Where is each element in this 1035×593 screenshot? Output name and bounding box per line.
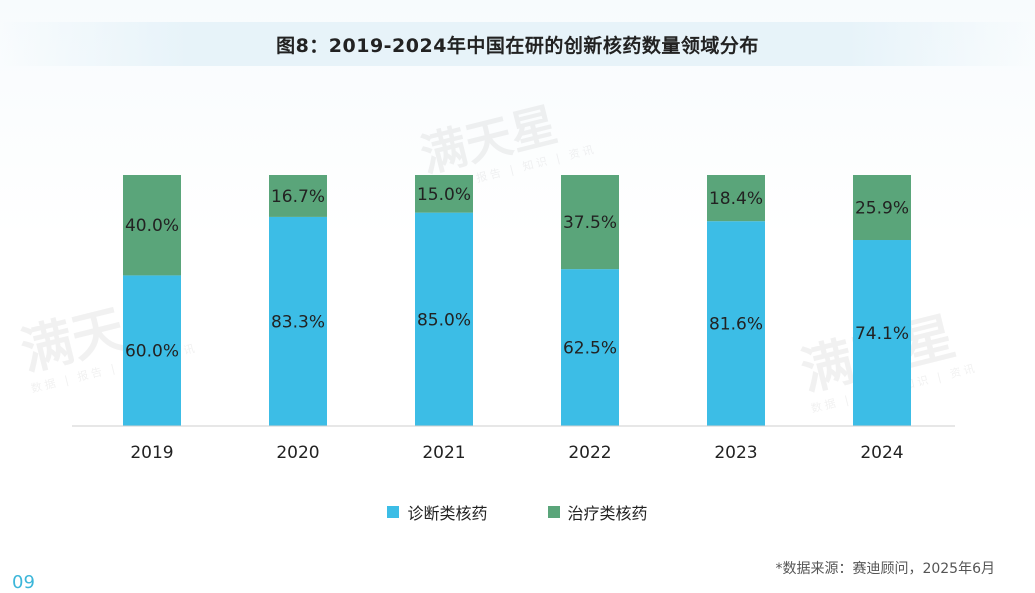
data-source-note: *数据来源：赛迪顾问，2025年6月 — [775, 561, 995, 577]
data-label-therapeutic-2024: 25.9% — [855, 199, 909, 219]
bar-segment-therapeutic-2019 — [123, 175, 181, 276]
data-label-diagnostic-2023: 81.6% — [709, 315, 763, 335]
x-tick-label-2023: 2023 — [714, 443, 757, 463]
x-tick-label-2022: 2022 — [568, 443, 611, 463]
legend-item-therapeutic: 治疗类核药 — [547, 500, 648, 524]
bar-segment-diagnostic-2021 — [415, 212, 473, 426]
data-label-therapeutic-2023: 18.4% — [709, 189, 763, 209]
data-label-diagnostic-2022: 62.5% — [563, 339, 617, 359]
bar-segment-diagnostic-2023 — [707, 221, 765, 426]
bar-segment-therapeutic-2020 — [269, 175, 327, 217]
legend-swatch-therapeutic — [547, 506, 560, 518]
bar-segment-therapeutic-2023 — [707, 175, 765, 222]
data-label-therapeutic-2021: 15.0% — [417, 185, 471, 205]
legend-item-diagnostic: 诊断类核药 — [387, 500, 488, 524]
bar-segment-diagnostic-2020 — [269, 216, 327, 426]
x-tick-label-2021: 2021 — [422, 443, 465, 463]
chart-legend: 诊断类核药 治疗类核药 — [0, 500, 1035, 524]
chart-title: 图8：2019-2024年中国在研的创新核药数量领域分布 — [276, 34, 759, 57]
legend-swatch-diagnostic — [387, 506, 400, 518]
bar-segment-therapeutic-2022 — [561, 175, 619, 270]
legend-label-therapeutic: 治疗类核药 — [567, 504, 648, 523]
data-label-therapeutic-2022: 37.5% — [563, 213, 617, 233]
data-label-diagnostic-2019: 60.0% — [125, 342, 179, 362]
bar-segment-diagnostic-2022 — [561, 269, 619, 426]
data-label-diagnostic-2024: 74.1% — [855, 324, 909, 344]
data-label-diagnostic-2020: 83.3% — [271, 312, 325, 332]
bar-segment-diagnostic-2024 — [853, 240, 911, 426]
bar-segment-therapeutic-2024 — [853, 175, 911, 241]
x-tick-label-2024: 2024 — [860, 443, 903, 463]
bar-segment-therapeutic-2021 — [415, 175, 473, 213]
data-label-therapeutic-2020: 16.7% — [271, 187, 325, 207]
x-tick-label-2019: 2019 — [130, 443, 173, 463]
legend-label-diagnostic: 诊断类核药 — [407, 504, 488, 523]
x-tick-label-2020: 2020 — [276, 443, 319, 463]
title-banner: 图8：2019-2024年中国在研的创新核药数量领域分布 — [0, 22, 1035, 66]
page-number: 09 — [12, 572, 35, 593]
data-label-therapeutic-2019: 40.0% — [125, 216, 179, 236]
bar-segment-diagnostic-2019 — [123, 275, 181, 426]
data-label-diagnostic-2021: 85.0% — [417, 310, 471, 330]
